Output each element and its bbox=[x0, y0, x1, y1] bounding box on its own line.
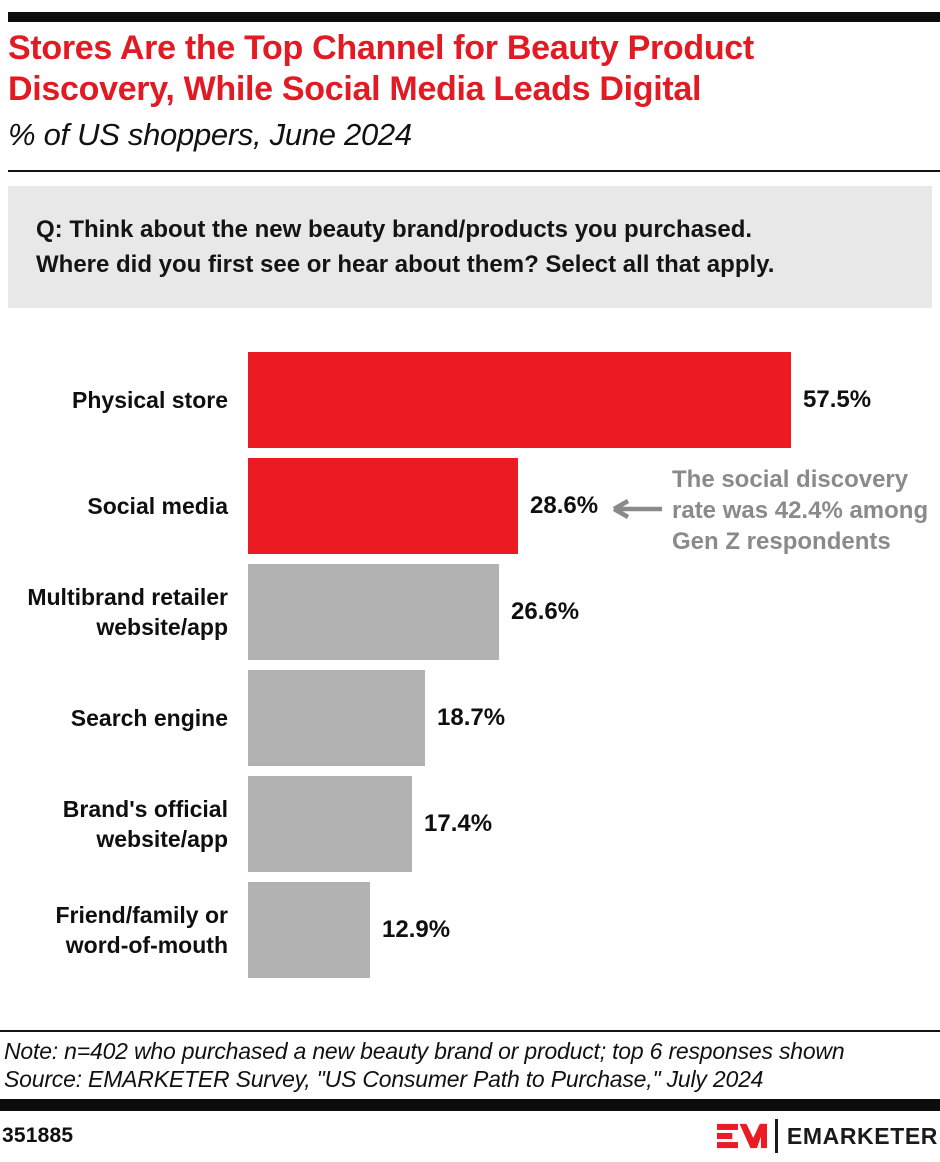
bar-value-label: 17.4% bbox=[424, 810, 493, 837]
bar bbox=[248, 670, 425, 766]
category-label: Physical store bbox=[72, 387, 228, 413]
genz-annotation: The social discovery rate was 42.4% amon… bbox=[672, 464, 940, 557]
page-title-line-1: Stores Are the Top Channel for Beauty Pr… bbox=[8, 29, 754, 67]
top-accent-bar bbox=[8, 12, 940, 22]
bar bbox=[248, 458, 518, 554]
annotation-line-3: Gen Z respondents bbox=[672, 528, 891, 555]
chart-row: Social media 28.6% bbox=[0, 458, 940, 554]
survey-question-line-1: Q: Think about the new beauty brand/prod… bbox=[36, 216, 753, 243]
chart-page: Stores Are the Top Channel for Beauty Pr… bbox=[0, 12, 940, 1162]
chart-row: Physical store 57.5% bbox=[0, 352, 940, 448]
chart-row: Brand's official website/app 17.4% bbox=[0, 776, 940, 872]
chart-row: Multibrand retailer website/app 26.6% bbox=[0, 564, 940, 660]
header: Stores Are the Top Channel for Beauty Pr… bbox=[0, 22, 940, 154]
page-title-line-2: Discovery, While Social Media Leads Digi… bbox=[8, 70, 702, 108]
bar-value-label: 12.9% bbox=[382, 916, 451, 943]
page-subtitle: % of US shoppers, June 2024 bbox=[8, 117, 412, 152]
bar-value-label: 28.6% bbox=[530, 492, 599, 519]
bar-value-label: 18.7% bbox=[437, 704, 506, 731]
chart-row: Friend/family or word-of-mouth 12.9% bbox=[0, 882, 940, 978]
bottom-accent-bar bbox=[0, 1099, 940, 1111]
survey-question-line-2: Where did you first see or hear about th… bbox=[36, 251, 775, 278]
bar bbox=[248, 882, 370, 978]
annotation-line-1: The social discovery bbox=[672, 466, 909, 493]
survey-question-box: Q: Think about the new beauty brand/prod… bbox=[8, 186, 932, 308]
category-label: Search engine bbox=[70, 705, 228, 731]
horizontal-bar-chart: Physical store 57.5% Social media 28.6% Mult… bbox=[0, 352, 940, 978]
header-divider bbox=[8, 170, 940, 172]
footnote-section: Note: n=402 who purchased a new beauty b… bbox=[0, 1030, 940, 1093]
category-label: Brand's official website/app bbox=[62, 796, 228, 852]
bar-value-label: 26.6% bbox=[511, 598, 580, 625]
annotation-line-2: rate was 42.4% among bbox=[672, 497, 929, 524]
chart-id: 351885 bbox=[2, 1124, 74, 1147]
brand-divider bbox=[774, 1119, 778, 1153]
left-arrow-icon bbox=[612, 499, 662, 519]
brand-name: EMARKETER bbox=[786, 1122, 938, 1149]
chart-row: Search engine 18.7% bbox=[0, 670, 940, 766]
footer: 351885 EMARKETER bbox=[0, 1111, 940, 1154]
category-label: Social media bbox=[87, 493, 228, 519]
bar bbox=[248, 564, 499, 660]
emarketer-monogram-icon bbox=[716, 1123, 767, 1149]
bar bbox=[248, 776, 412, 872]
category-label: Friend/family or word-of-mouth bbox=[55, 902, 228, 958]
category-label: Multibrand retailer website/app bbox=[27, 584, 228, 640]
bar-value-label: 57.5% bbox=[803, 386, 872, 413]
footnote-source: Source: EMARKETER Survey, "US Consumer P… bbox=[4, 1066, 764, 1092]
bar bbox=[248, 352, 791, 448]
footnote-note: Note: n=402 who purchased a new beauty b… bbox=[4, 1038, 845, 1064]
brand-lockup: EMARKETER bbox=[716, 1118, 938, 1154]
